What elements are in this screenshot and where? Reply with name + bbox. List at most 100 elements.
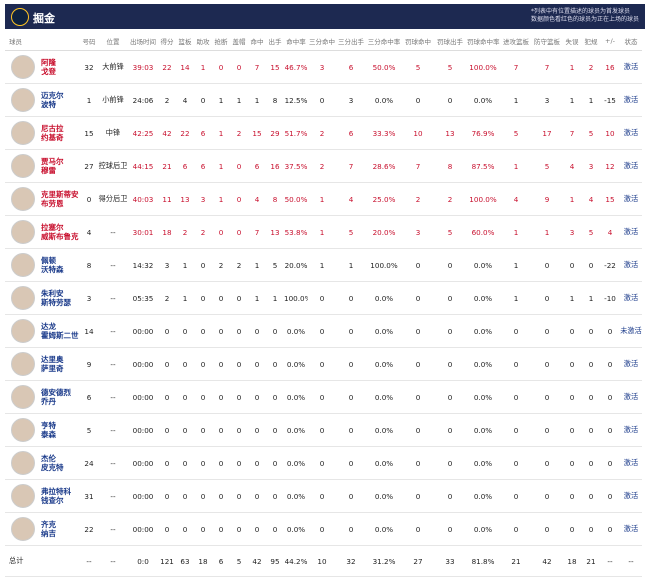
box-score-table: 球员 号码 位置 出场时间 得分 篮板 助攻 抢断 盖帽 命中 出手 命中率 三分命中 三分出手 三分命中率…	[5, 31, 642, 577]
stat-cell: 100.0%	[284, 281, 308, 315]
stat-cell: 0	[158, 347, 176, 381]
stat-cell: --	[98, 380, 128, 414]
stat-cell: 00:00	[128, 347, 158, 381]
stat-cell: 0	[402, 347, 434, 381]
player-row: 迈克尔 波特 1 小前锋 24:06 2 4 0 1 1 1 8 12.5% 0 3 0.0% 0 0 0.0% 1 3…	[5, 83, 642, 117]
stat-cell: 0	[248, 479, 266, 513]
column-header: 防守篮板	[532, 31, 562, 51]
stat-cell: 8	[434, 149, 466, 183]
stat-cell: 0	[532, 446, 562, 480]
column-header: 篮板	[176, 31, 194, 51]
stat-cell: 0	[434, 446, 466, 480]
stat-cell: 激活	[620, 281, 642, 315]
stat-cell: 00:00	[128, 446, 158, 480]
player-row: 朱利安斯特劳瑟3--05:352100011100.0%000.0%000.0%…	[5, 281, 642, 315]
player-name: 拉塞尔 威斯布鲁克	[41, 223, 79, 241]
stat-cell: 0	[176, 314, 194, 348]
stat-cell: 0	[230, 347, 248, 381]
stat-cell: 0	[248, 413, 266, 447]
column-header: 命中	[248, 31, 266, 51]
stat-cell: 0	[500, 446, 532, 480]
stat-cell: 17	[532, 116, 562, 150]
stat-cell: 0	[248, 512, 266, 546]
name-line: 纳吉	[41, 529, 56, 538]
stat-cell: 4	[582, 182, 600, 216]
stat-cell: 3	[336, 83, 366, 117]
stat-cell: 5	[582, 215, 600, 249]
stat-cell: 6	[176, 149, 194, 183]
stat-cell: 51.7%	[284, 116, 308, 150]
stat-cell: 0	[600, 446, 620, 480]
stat-cell: 7	[500, 50, 532, 84]
total-cell: 6	[212, 545, 230, 577]
avatar	[11, 385, 35, 409]
stat-cell: 0	[212, 512, 230, 546]
stat-cell: 0.0%	[284, 512, 308, 546]
column-header: 罚球命中率	[466, 31, 500, 51]
stat-cell: 15	[80, 116, 98, 150]
stat-cell: 25.0%	[366, 182, 402, 216]
player: 达里奥 萨里奇	[5, 352, 80, 376]
stat-cell: 1	[248, 281, 266, 315]
stat-cell: -22	[600, 248, 620, 282]
name-line: 达龙	[41, 322, 56, 331]
stat-cell: 0	[582, 248, 600, 282]
stat-cell: 4	[500, 182, 532, 216]
stat-cell: 0	[582, 446, 600, 480]
stat-cell: 4	[562, 149, 582, 183]
player-row: 尼古拉 约基奇 15 中锋 42:25 42 22 6 1 2 15 29 51.7% 2 6 33.3% 10…	[5, 116, 642, 150]
stat-cell: 0	[562, 380, 582, 414]
stat-cell: 0.0%	[466, 413, 500, 447]
player-name: 齐克 纳吉	[41, 520, 56, 538]
stat-cell: --	[98, 479, 128, 513]
stat-cell: 14	[80, 314, 98, 348]
stat-cell: 0	[176, 413, 194, 447]
column-header: 进攻篮板	[500, 31, 532, 51]
stat-cell: 16	[600, 50, 620, 84]
stat-cell: 0	[434, 314, 466, 348]
stat-cell: 22	[158, 50, 176, 84]
player-row: 亨特 泰森 5 -- 00:00 0 0 0 0 0 0 0 0.0% 0 0 0.0% 0 0 0.0% 0 0 0 0 0…	[5, 413, 642, 447]
stat-cell: 0	[434, 479, 466, 513]
stat-cell: 0	[230, 413, 248, 447]
stat-cell: 0	[336, 281, 366, 315]
stat-cell: 50.0%	[366, 50, 402, 84]
player-name: 贾马尔 穆雷	[41, 157, 64, 175]
stat-cell: 得分后卫	[98, 182, 128, 216]
stat-cell: 53.8%	[284, 215, 308, 249]
stat-cell: 激活	[620, 413, 642, 447]
stat-cell: 1	[308, 248, 336, 282]
stat-cell: 1	[562, 182, 582, 216]
stat-cell: 4	[600, 215, 620, 249]
player-row: 贾马尔 穆雷 27 控球后卫 44:15 21 6 6 1 0 6 16 37.5% 2 7 28.6% 7 8 8…	[5, 149, 642, 183]
stat-cell: 0	[582, 380, 600, 414]
stat-cell: 1	[336, 248, 366, 282]
stat-cell: 0	[158, 314, 176, 348]
stat-cell: 6	[248, 149, 266, 183]
player-cell: 拉塞尔 威斯布鲁克	[5, 215, 80, 249]
stat-cell: 0	[194, 380, 212, 414]
name-line: 阿隆	[41, 58, 56, 67]
stat-cell: 7	[402, 149, 434, 183]
name-line: 威斯布鲁克	[41, 232, 79, 241]
column-header: 抢断	[212, 31, 230, 51]
stat-cell: 0	[582, 314, 600, 348]
stat-cell: 13	[176, 182, 194, 216]
column-header: 状态	[620, 31, 642, 51]
player: 达龙 霍姆斯二世	[5, 319, 80, 343]
stat-cell: 1	[562, 281, 582, 315]
player: 杰伦 皮克特	[5, 451, 80, 475]
stat-cell: 37.5%	[284, 149, 308, 183]
stat-cell: 0	[402, 380, 434, 414]
stat-cell: 0	[434, 281, 466, 315]
stat-cell: 0	[402, 314, 434, 348]
stat-cell: 0	[176, 380, 194, 414]
stat-cell: 9	[532, 182, 562, 216]
stat-cell: 0	[266, 446, 284, 480]
stat-cell: 4	[176, 83, 194, 117]
stat-cell: 2	[402, 182, 434, 216]
stat-cell: 16	[266, 149, 284, 183]
stat-cell: 0	[212, 446, 230, 480]
stat-cell: 87.5%	[466, 149, 500, 183]
stat-cell: 1	[500, 248, 532, 282]
